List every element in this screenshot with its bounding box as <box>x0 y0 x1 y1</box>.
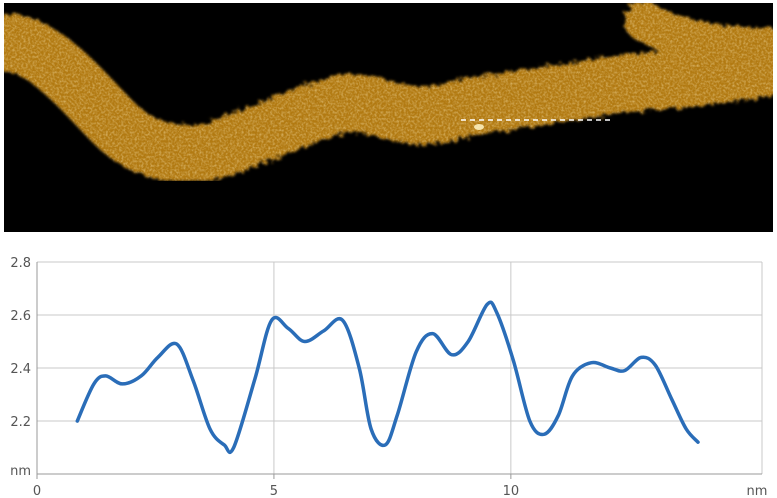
y-axis-unit-label: nm <box>10 464 31 479</box>
chart-axes <box>36 262 762 479</box>
y-tick-label: 2.6 <box>10 309 31 324</box>
y-tick-label: 2.2 <box>10 415 31 430</box>
y-tick-label: 2.8 <box>10 256 31 271</box>
x-axis-unit-label: nm <box>747 484 768 498</box>
profile-series-line <box>75 300 700 455</box>
chart-tick-labels: 2.2 2.4 2.6 2.8 0 5 10 <box>10 256 519 498</box>
y-tick-label: 2.4 <box>10 362 31 377</box>
chart-grid <box>37 261 763 474</box>
x-tick-label: 0 <box>33 484 41 498</box>
afm-height-image <box>4 3 773 232</box>
x-tick-label: 5 <box>270 484 278 498</box>
afm-image-svg <box>4 3 773 232</box>
height-profile-chart: 2.2 2.4 2.6 2.8 0 5 10 nm nm <box>10 256 768 498</box>
x-tick-label: 10 <box>503 484 520 498</box>
